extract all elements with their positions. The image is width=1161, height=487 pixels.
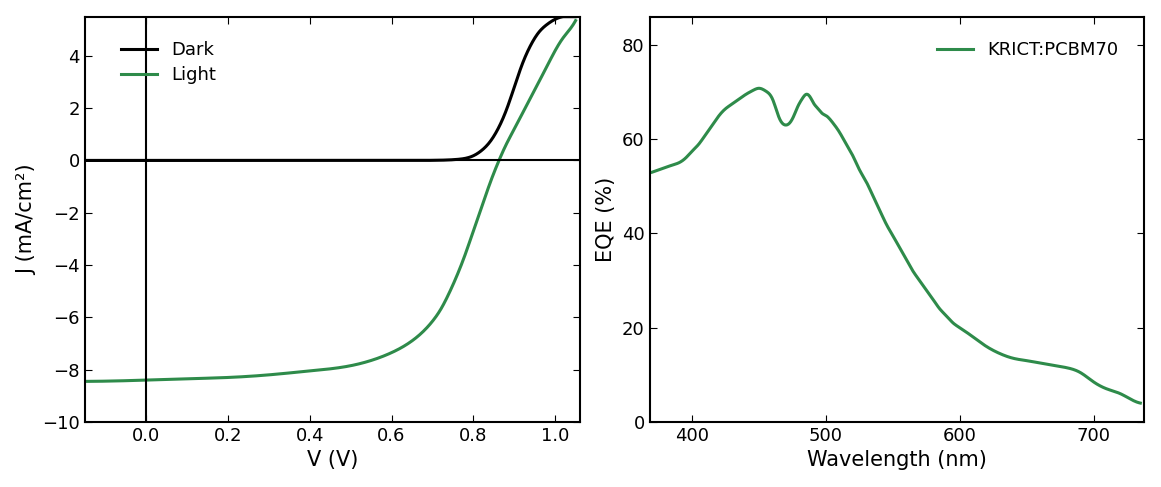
- Dark: [391, 157, 405, 163]
- Dark: [569, 14, 583, 19]
- KRICT:PCBM70: [1133, 400, 1147, 406]
- Light: [569, 18, 583, 23]
- Dark: [327, 157, 341, 163]
- Y-axis label: J (mA/cm²): J (mA/cm²): [16, 164, 37, 275]
- KRICT:PCBM70: [1066, 366, 1080, 372]
- Light: [500, 139, 514, 145]
- KRICT:PCBM70: [752, 85, 766, 91]
- Dark: [557, 14, 571, 19]
- Light: [108, 378, 122, 384]
- X-axis label: Wavelength (nm): Wavelength (nm): [807, 450, 987, 470]
- Dark: [108, 157, 122, 163]
- KRICT:PCBM70: [957, 327, 971, 333]
- Light: [390, 347, 404, 353]
- Dark: [376, 157, 390, 163]
- X-axis label: V (V): V (V): [307, 450, 358, 470]
- KRICT:PCBM70: [942, 316, 956, 322]
- KRICT:PCBM70: [1016, 357, 1030, 363]
- Legend: KRICT:PCBM70: KRICT:PCBM70: [929, 34, 1125, 66]
- KRICT:PCBM70: [676, 158, 690, 164]
- Light: [450, 272, 464, 278]
- KRICT:PCBM70: [929, 301, 943, 307]
- Light: [78, 378, 92, 384]
- Dark: [450, 156, 464, 162]
- Line: Dark: Dark: [85, 17, 576, 160]
- Dark: [363, 157, 377, 163]
- Legend: Dark, Light: Dark, Light: [114, 34, 224, 92]
- Y-axis label: EQE (%): EQE (%): [597, 177, 616, 262]
- Line: Light: Light: [85, 20, 576, 381]
- Dark: [78, 157, 92, 163]
- Dark: [502, 103, 515, 109]
- KRICT:PCBM70: [646, 169, 659, 175]
- Light: [376, 354, 390, 359]
- Line: KRICT:PCBM70: KRICT:PCBM70: [652, 88, 1140, 403]
- Light: [363, 358, 377, 364]
